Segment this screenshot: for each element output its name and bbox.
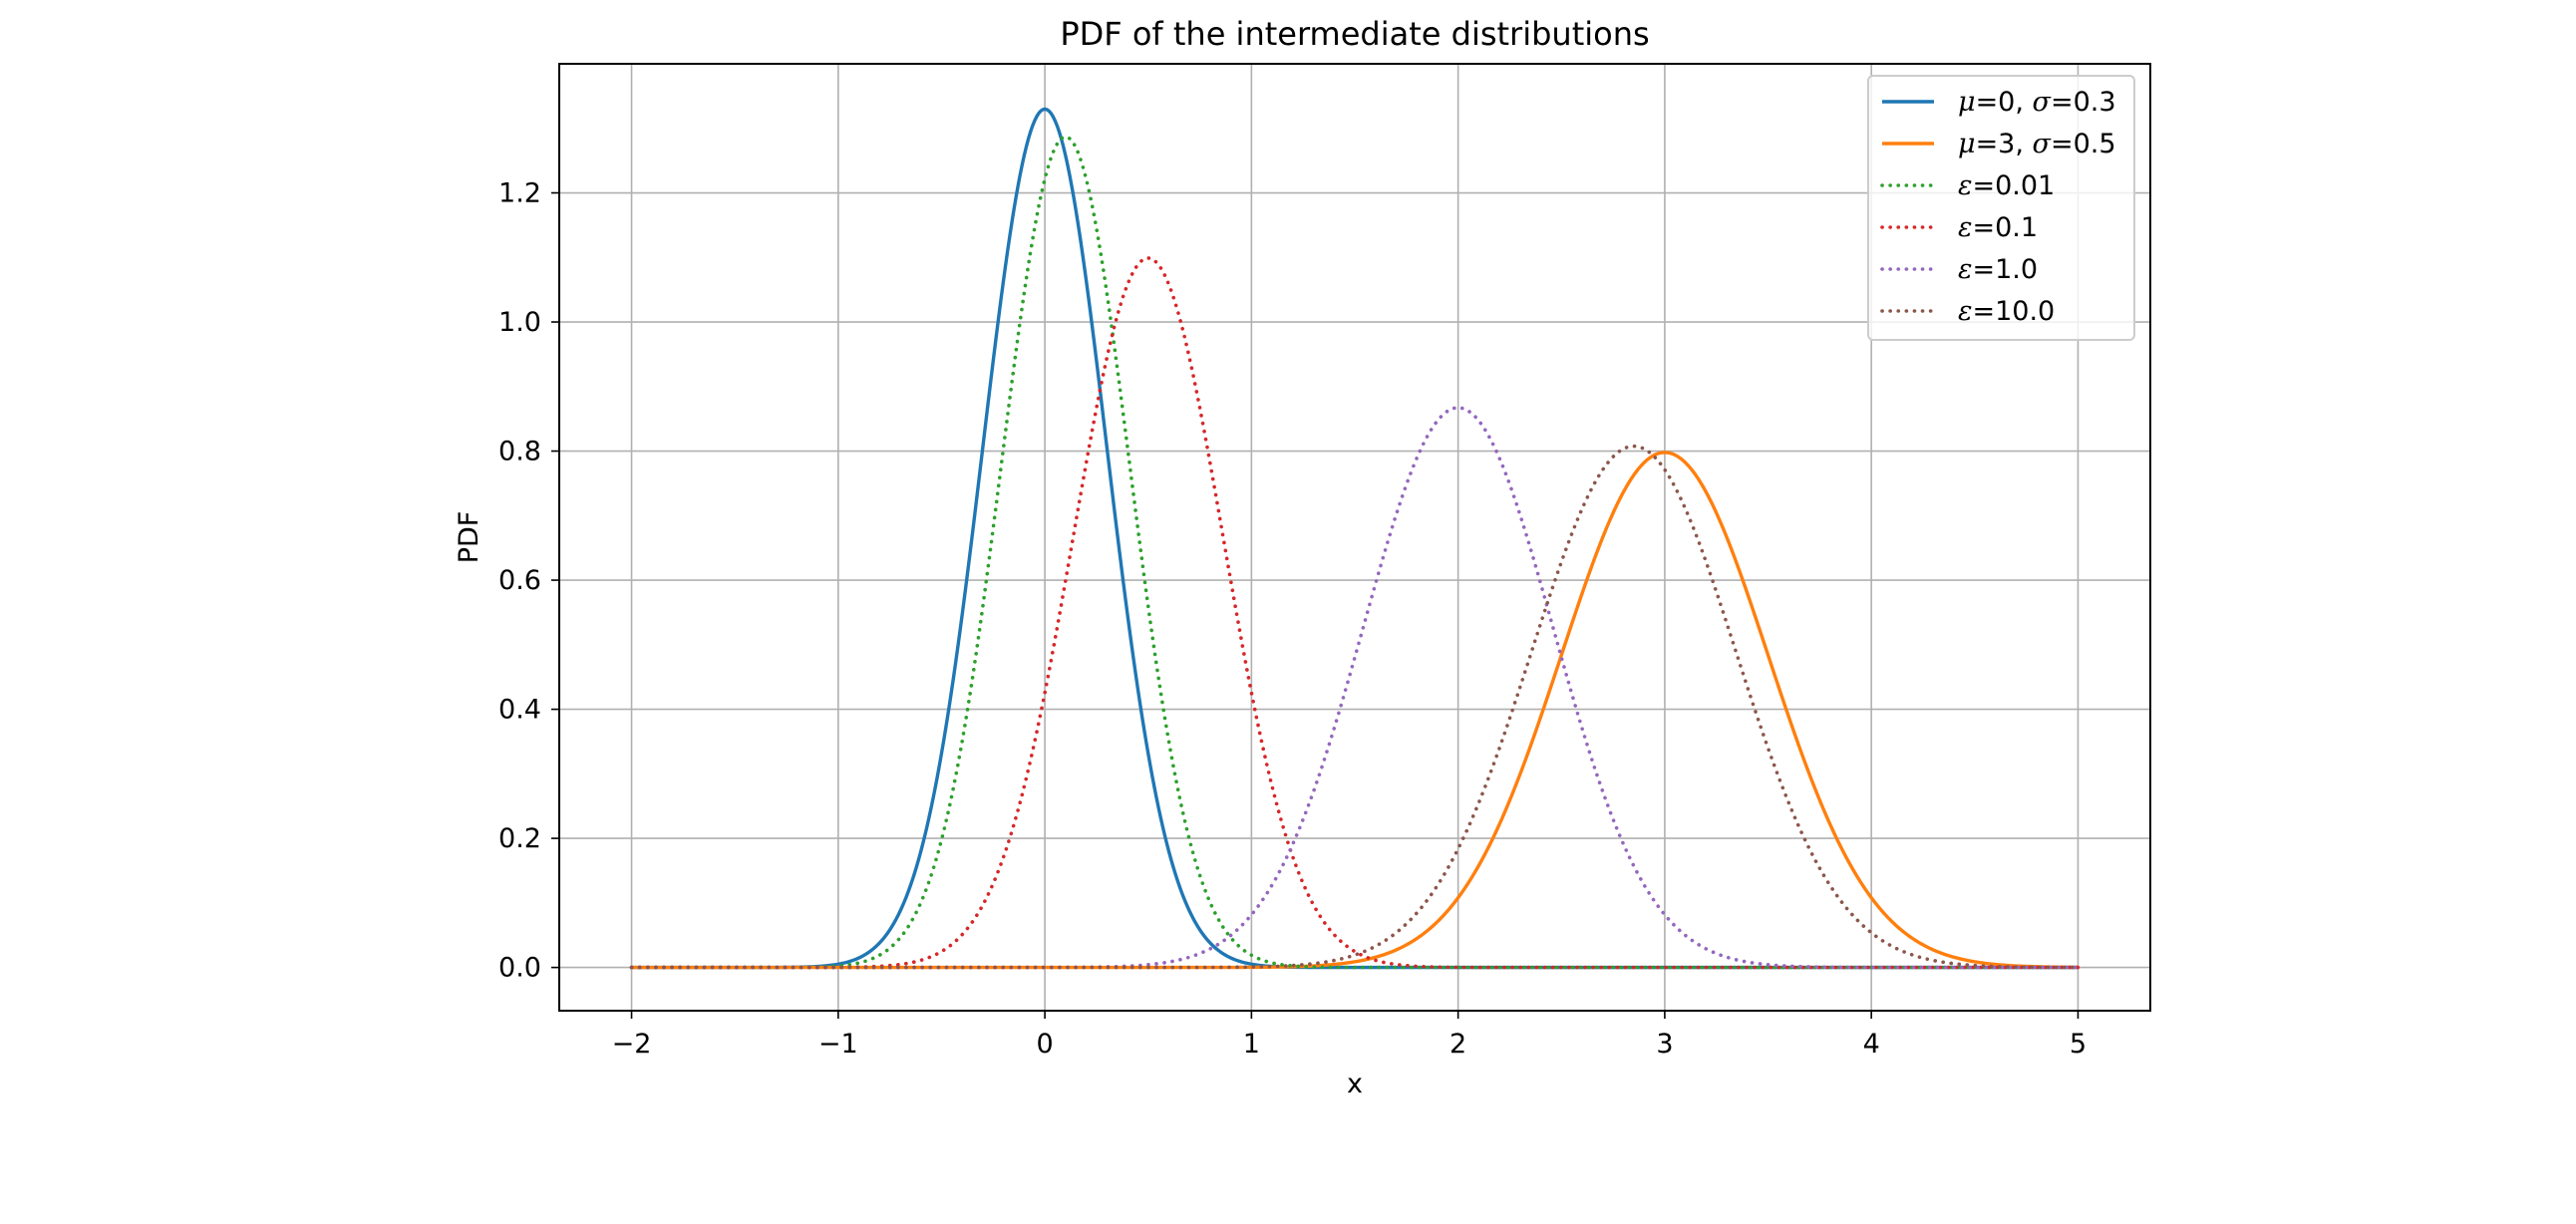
legend-label-0: μ=0, σ=0.3 — [1958, 87, 2116, 118]
legend-label-2: ε=0.01 — [1958, 170, 2055, 201]
series-line-5 — [629, 444, 2081, 970]
legend-frame — [1867, 75, 2135, 341]
y-axis-label: PDF — [454, 511, 484, 564]
x-tick-label: 1 — [1243, 1029, 1260, 1060]
y-tick-label: 0.8 — [498, 437, 541, 467]
legend-label-1: μ=3, σ=0.5 — [1958, 129, 2116, 159]
legend-label-5: ε=10.0 — [1958, 296, 2055, 327]
x-tick-label: 5 — [2070, 1029, 2087, 1060]
y-tick-label: 1.2 — [498, 178, 541, 209]
x-axis-label: x — [1347, 1069, 1363, 1099]
legend-label-3: ε=0.1 — [1958, 212, 2038, 243]
y-tick-label: 0.0 — [498, 953, 541, 984]
x-tick-label: 0 — [1036, 1029, 1053, 1060]
x-tick-label: −2 — [612, 1029, 652, 1060]
ticks: −2 −1 0 1 2 3 4 5 0.0 0.2 0.4 0.6 0.8 1.0 1.2 — [498, 178, 2087, 1060]
legend-label-4: ε=1.0 — [1958, 254, 2038, 285]
y-tick-label: 0.2 — [498, 823, 541, 854]
x-tick-label: 3 — [1656, 1029, 1673, 1060]
x-tick-label: 2 — [1449, 1029, 1466, 1060]
series-group — [629, 107, 2081, 970]
chart-title: PDF of the intermediate distributions — [1060, 15, 1649, 53]
y-tick-label: 1.0 — [498, 307, 541, 338]
x-tick-label: −1 — [818, 1029, 858, 1060]
y-tick-label: 0.4 — [498, 695, 541, 726]
x-tick-label: 4 — [1863, 1029, 1880, 1060]
y-tick-label: 0.6 — [498, 565, 541, 596]
series-line-2 — [629, 135, 2081, 970]
plot-frame — [558, 63, 2151, 1012]
legend: μ=0, σ=0.3 μ=3, σ=0.5 ε=0.01 ε=0.1 ε=1.0 ε=10… — [1867, 75, 2135, 341]
